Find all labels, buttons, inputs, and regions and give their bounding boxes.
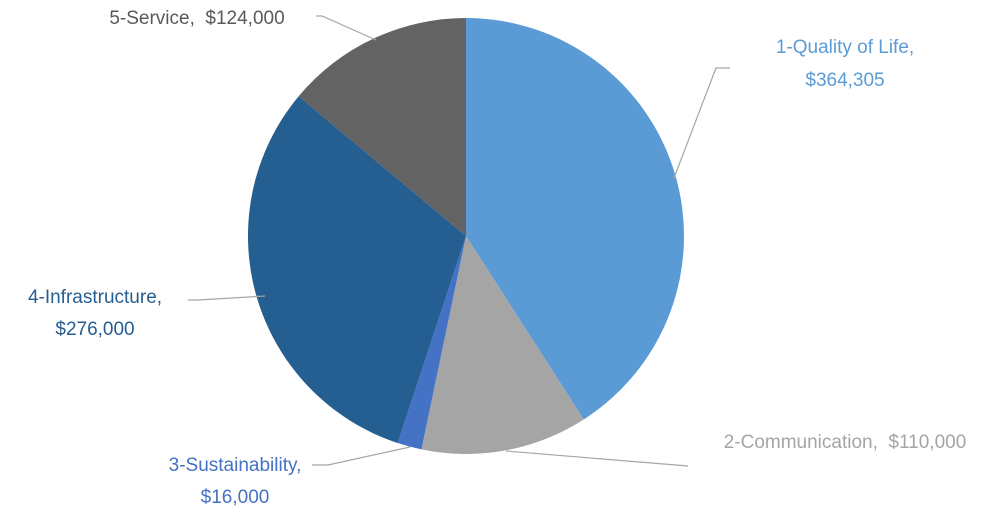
- pie-slice-2: [421, 236, 584, 454]
- data-label-2-line-1: 2-Communication, $110,000: [724, 432, 967, 453]
- pie-slices: [247, 18, 684, 454]
- leader-lines: [188, 15, 730, 467]
- data-labels: 1-Quality of Life, $364,305 2-Communicatio…: [28, 8, 966, 508]
- pie-slice-4: [247, 96, 466, 444]
- data-label-4-line-2: $276,000: [55, 319, 134, 340]
- leader-line-4: [188, 295, 266, 301]
- pie-slice-5: [298, 18, 466, 236]
- pie-slice-1: [466, 18, 684, 420]
- data-label-1-line-1: 1-Quality of Life,: [776, 37, 914, 58]
- data-label-1-line-2: $364,305: [805, 70, 884, 91]
- leader-line-3: [312, 446, 411, 466]
- leader-line-1: [673, 67, 730, 179]
- data-label-3-line-2: $16,000: [201, 487, 270, 508]
- leader-line-5: [316, 15, 377, 41]
- data-label-5-line-1: 5-Service, $124,000: [109, 8, 284, 29]
- pie-slice-3: [397, 236, 466, 450]
- leader-line-2: [505, 450, 689, 467]
- data-label-3-line-1: 3-Sustainability,: [169, 455, 302, 476]
- data-label-4-line-1: 4-Infrastructure,: [28, 287, 162, 308]
